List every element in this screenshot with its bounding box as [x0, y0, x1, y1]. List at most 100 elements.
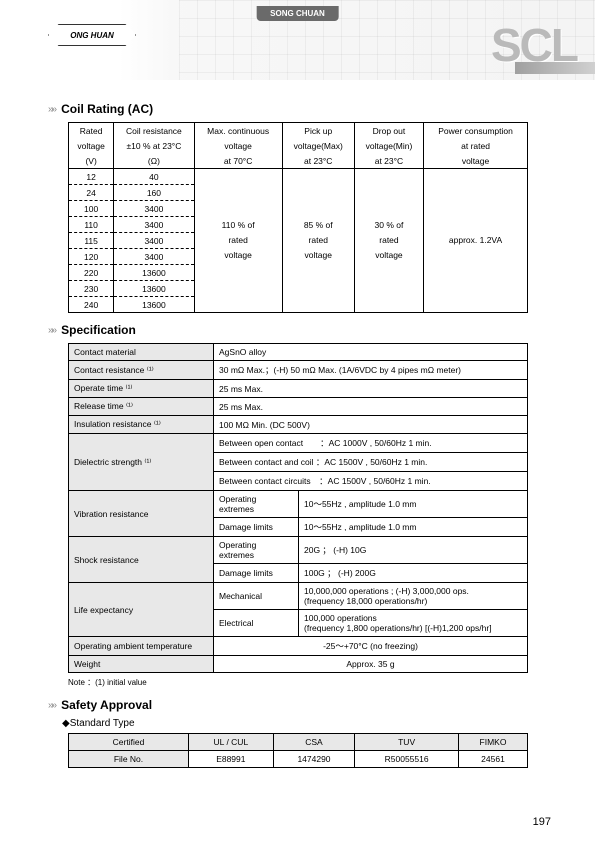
h: at rated — [424, 138, 528, 153]
v: Mechanical — [214, 583, 299, 610]
section-coil-head: »» Coil Rating (AC) — [48, 102, 547, 116]
chevron-icon: »» — [48, 325, 55, 336]
spec-note: Note ：(1) initial value — [68, 677, 547, 688]
h: UL / CUL — [189, 734, 274, 751]
v: 10～55Hz , amplitude 1.0 mm — [299, 518, 528, 537]
c: 12 — [69, 169, 114, 185]
l: Operating ambient temperature — [69, 637, 214, 656]
coil-rating-table: Rated Coil resistance Max. continuous Pi… — [68, 122, 528, 313]
l: Weight — [69, 656, 214, 673]
v: 25 ms Max. — [214, 398, 528, 416]
safety-table: Certified UL / CUL CSA TUV FIMKO File No… — [68, 733, 528, 768]
merged-pickup: 85 % of rated voltage — [282, 169, 354, 313]
c: 13600 — [114, 265, 194, 281]
c: 3400 — [114, 233, 194, 249]
c: 220 — [69, 265, 114, 281]
l: Insulation resistance ⁽¹⁾ — [69, 416, 214, 434]
h: Rated — [69, 123, 114, 139]
v: 100 MΩ Min. (DC 500V) — [214, 416, 528, 434]
c: 3400 — [114, 249, 194, 265]
h: at 70°C — [194, 153, 282, 169]
v: 25 ms Max. — [214, 380, 528, 398]
logo: ONG HUAN — [48, 24, 136, 46]
v: Between contact and coil ：AC 1500V , 50/… — [214, 453, 528, 472]
h: voltage — [194, 138, 282, 153]
l: Shock resistance — [69, 537, 214, 583]
chevron-icon: »» — [48, 700, 55, 711]
c: 24 — [69, 185, 114, 201]
c: 115 — [69, 233, 114, 249]
l: Dielectric strength ⁽¹⁾ — [69, 434, 214, 491]
l: Release time ⁽¹⁾ — [69, 398, 214, 416]
merged-power: approx. 1.2VA — [424, 169, 528, 313]
v: AgSnO alloy — [214, 344, 528, 361]
h: at 23°C — [354, 153, 423, 169]
l: Vibration resistance — [69, 491, 214, 537]
side-tab — [515, 62, 595, 74]
c: 3400 — [114, 217, 194, 233]
c: File No. — [69, 751, 189, 768]
section-spec-head: »» Specification — [48, 323, 547, 337]
h: ±10 % at 23°C — [114, 138, 194, 153]
h: Pick up — [282, 123, 354, 139]
v: Operating extremes — [214, 537, 299, 564]
v: 100,000 operations (frequency 1,800 oper… — [299, 610, 528, 637]
c: 240 — [69, 297, 114, 313]
c: 3400 — [114, 201, 194, 217]
v: 10,000,000 operations ; (-H) 3,000,000 o… — [299, 583, 528, 610]
v: 30 mΩ Max.；(-H) 50 mΩ Max. (1A/6VDC by 4… — [214, 361, 528, 380]
h: voltage(Min) — [354, 138, 423, 153]
l: Operate time ⁽¹⁾ — [69, 380, 214, 398]
h: TUV — [355, 734, 459, 751]
v: Damage limits — [214, 564, 299, 583]
coil-title: Coil Rating (AC) — [61, 102, 153, 116]
h: Drop out — [354, 123, 423, 139]
h: voltage — [424, 153, 528, 169]
spec-title: Specification — [61, 323, 136, 337]
v: 10～55Hz , amplitude 1.0 mm — [299, 491, 528, 518]
v: Electrical — [214, 610, 299, 637]
h: (Ω) — [114, 153, 194, 169]
c: 24561 — [458, 751, 527, 768]
brand-tab: SONG CHUAN — [256, 6, 339, 21]
c: 100 — [69, 201, 114, 217]
v: 20G ； (-H) 10G — [299, 537, 528, 564]
h: Max. continuous — [194, 123, 282, 139]
l: Life expectancy — [69, 583, 214, 637]
merged-maxcont: 110 % of rated voltage — [194, 169, 282, 313]
logo-text: ONG HUAN — [48, 24, 136, 46]
h: CSA — [273, 734, 355, 751]
v: 100G ； (-H) 200G — [299, 564, 528, 583]
h: (V) — [69, 153, 114, 169]
h: Certified — [69, 734, 189, 751]
page-number: 197 — [533, 816, 551, 828]
v: Between contact circuits ：AC 1500V , 50/… — [214, 472, 528, 491]
c: E88991 — [189, 751, 274, 768]
h: voltage(Max) — [282, 138, 354, 153]
c: 13600 — [114, 297, 194, 313]
c: 13600 — [114, 281, 194, 297]
h: FIMKO — [458, 734, 527, 751]
c: 160 — [114, 185, 194, 201]
merged-dropout: 30 % of rated voltage — [354, 169, 423, 313]
c: 1474290 — [273, 751, 355, 768]
h: voltage — [69, 138, 114, 153]
h: at 23°C — [282, 153, 354, 169]
c: R50055516 — [355, 751, 459, 768]
section-safety-head: »» Safety Approval — [48, 698, 547, 712]
v: Damage limits — [214, 518, 299, 537]
v: Between open contact ：AC 1000V , 50/60Hz… — [214, 434, 528, 453]
page-header: SONG CHUAN ONG HUAN SCL — [0, 0, 595, 80]
c: 110 — [69, 217, 114, 233]
c: 230 — [69, 281, 114, 297]
v: Approx. 35 g — [214, 656, 528, 673]
v: -25～+70°C (no freezing) — [214, 637, 528, 656]
chevron-icon: »» — [48, 104, 55, 115]
safety-title: Safety Approval — [61, 698, 152, 712]
safety-subtitle: ◆Standard Type — [62, 718, 547, 729]
v: Operating extremes — [214, 491, 299, 518]
h: Power consumption — [424, 123, 528, 139]
l: Contact resistance ⁽¹⁾ — [69, 361, 214, 380]
l: Contact material — [69, 344, 214, 361]
c: 120 — [69, 249, 114, 265]
